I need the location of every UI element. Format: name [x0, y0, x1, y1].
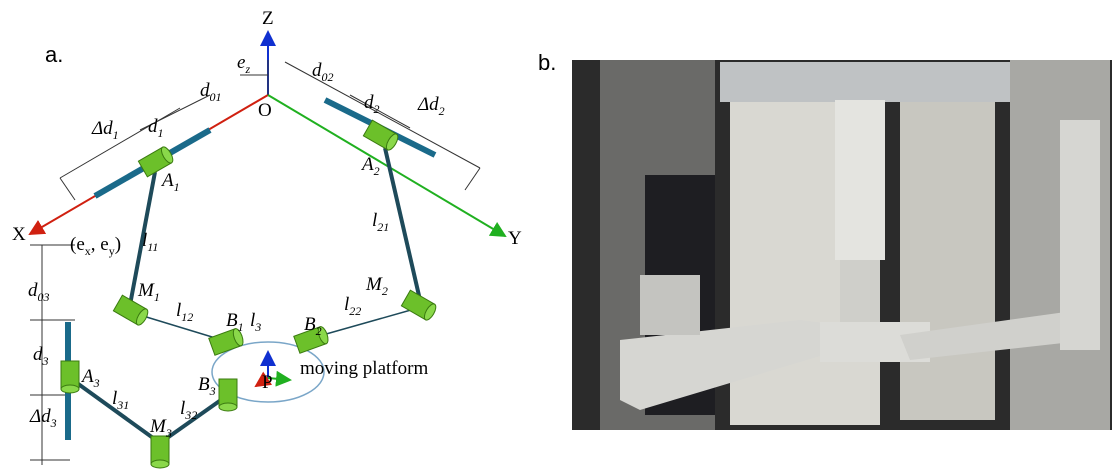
- label-part: 21: [377, 220, 389, 234]
- label: X: [12, 224, 26, 245]
- label-part: 2: [374, 164, 380, 178]
- label: moving platform: [300, 358, 428, 379]
- label-part: , e: [91, 234, 109, 255]
- label: Δd3: [29, 406, 57, 430]
- label-part: A: [80, 366, 94, 387]
- label-part: d: [312, 60, 322, 81]
- label: l11: [142, 230, 158, 254]
- cylinder: [61, 361, 79, 393]
- label-part: B: [198, 374, 210, 395]
- label-part: 3: [254, 320, 261, 334]
- panel-label: a.: [45, 42, 63, 67]
- label: P: [262, 372, 273, 393]
- label: d03: [28, 280, 50, 304]
- label-part: 1: [174, 180, 180, 194]
- label-part: d: [148, 116, 158, 137]
- label-part: d: [33, 344, 43, 365]
- label-part: 1: [158, 126, 164, 140]
- label-part: Y: [508, 228, 522, 249]
- label-part: 2: [382, 284, 388, 298]
- label-part: ): [115, 234, 121, 255]
- label-part: B: [226, 310, 238, 331]
- label: Δd2: [417, 94, 445, 118]
- label: A1: [160, 170, 180, 194]
- label-part: Δd: [91, 118, 113, 139]
- label-part: 3: [93, 376, 100, 390]
- label: M3: [149, 416, 172, 440]
- links: [130, 308, 418, 340]
- label-part: P: [262, 372, 273, 393]
- label: l12: [176, 300, 193, 324]
- label-part: X: [12, 224, 26, 245]
- label: d01: [200, 80, 222, 104]
- label-part: d: [364, 92, 374, 113]
- label-part: M: [365, 274, 383, 295]
- label-part: 32: [184, 408, 197, 422]
- label-part: z: [244, 62, 250, 76]
- label-part: Z: [262, 8, 274, 29]
- label-part: 1: [113, 128, 119, 142]
- label-part: 11: [147, 240, 158, 254]
- label-part: 3: [165, 426, 172, 440]
- label-part: 2: [439, 104, 445, 118]
- label: d2: [364, 92, 380, 116]
- label-part: B: [304, 314, 316, 335]
- label-part: d: [28, 280, 38, 301]
- label-part: 02: [322, 70, 334, 84]
- label-part: A: [160, 170, 174, 191]
- label: A3: [80, 366, 100, 390]
- label: O: [258, 100, 272, 121]
- y-axis: [268, 95, 505, 236]
- label-part: moving platform: [300, 358, 428, 379]
- label-part: 1: [238, 320, 244, 334]
- label: Δd1: [91, 118, 119, 142]
- label-part: 3: [42, 354, 49, 368]
- cylinder: [151, 436, 169, 468]
- label: l21: [372, 210, 389, 234]
- label-part: 3: [209, 384, 216, 398]
- label: d02: [312, 60, 334, 84]
- label: A2: [360, 154, 380, 178]
- label-part: 31: [116, 398, 129, 412]
- label: Y: [508, 228, 522, 249]
- label: B1: [226, 310, 244, 334]
- label-part: (e: [70, 234, 85, 255]
- label-part: 01: [210, 90, 222, 104]
- label-part: O: [258, 100, 272, 121]
- cylinder-cap: [151, 460, 169, 468]
- panel-label: b.: [538, 50, 556, 75]
- label: l3: [250, 310, 261, 334]
- label: Z: [262, 8, 274, 29]
- label: B2: [304, 314, 322, 338]
- label: (ex, ey): [70, 234, 121, 258]
- label: M1: [137, 280, 160, 304]
- label: l32: [180, 398, 197, 422]
- label-part: 1: [154, 290, 160, 304]
- figure: a.b.ZXYOezd01d02d2Δd2Δd1d1A1A2l21(ex, ey…: [0, 0, 1118, 469]
- label-part: M: [137, 280, 155, 301]
- label-part: M: [149, 416, 167, 437]
- cylinder-cap: [61, 385, 79, 393]
- label-part: Δd: [417, 94, 439, 115]
- label-part: Δd: [29, 406, 51, 427]
- label: d3: [33, 344, 49, 368]
- label-part: e: [237, 52, 245, 73]
- label-part: A: [360, 154, 374, 175]
- label: l31: [112, 388, 129, 412]
- label: M2: [365, 274, 388, 298]
- label-part: d: [200, 80, 210, 101]
- label-part: 12: [181, 310, 193, 324]
- label-part: 2: [316, 324, 322, 338]
- label-part: 2: [374, 102, 380, 116]
- label: l22: [344, 294, 361, 318]
- label-part: 03: [38, 290, 50, 304]
- photo: [572, 60, 1112, 430]
- label-part: 3: [50, 416, 57, 430]
- label-part: 22: [349, 304, 361, 318]
- label: ez: [237, 52, 250, 76]
- cylinder: [219, 379, 237, 411]
- cylinder-cap: [219, 403, 237, 411]
